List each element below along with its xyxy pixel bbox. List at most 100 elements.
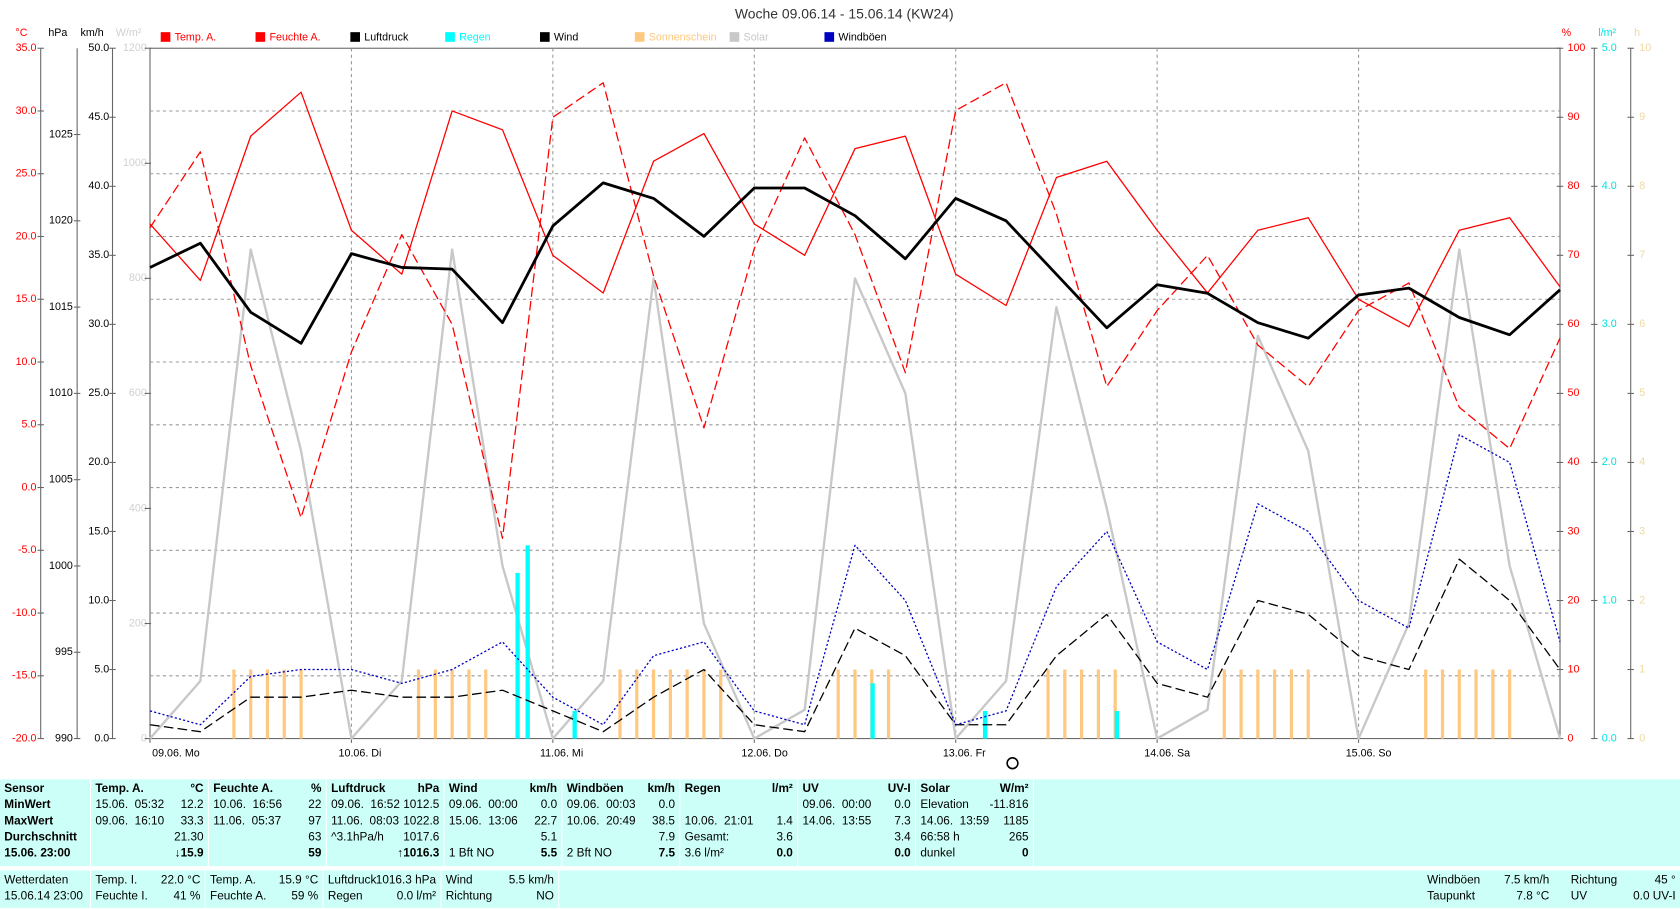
column-title: Luftdruck bbox=[331, 782, 386, 796]
column-unit: l/m² bbox=[771, 782, 793, 796]
header-row: Feuchte A.% bbox=[213, 781, 321, 797]
status-cell: Temp. I. 22.0 °C Feuchte I. 41 % bbox=[91, 870, 206, 908]
legend-label: Temp. A. bbox=[175, 31, 217, 43]
column-title: Regen bbox=[684, 782, 721, 796]
sunshine-bar bbox=[1256, 669, 1260, 739]
status-row: Temp. I. 22.0 °C bbox=[95, 873, 200, 889]
y-tick-label: 35.0 bbox=[88, 249, 109, 261]
table-row: dunkel 0 bbox=[920, 846, 1028, 862]
table-row: 63 bbox=[213, 830, 321, 846]
cell-label: 66:58 h bbox=[920, 830, 960, 844]
cell-label: Elevation bbox=[920, 798, 969, 812]
legend-swatch bbox=[634, 32, 645, 42]
cell-value: 21.30 bbox=[174, 830, 204, 844]
y-tick-label: 995 bbox=[55, 646, 73, 658]
column-title: Sensor bbox=[4, 782, 45, 796]
axis-unit: h bbox=[1634, 27, 1640, 39]
header-row: Luftdruck hPa bbox=[331, 781, 439, 797]
y-tick-label: 8 bbox=[1639, 180, 1645, 192]
cell-label: 09.06. 16:10 bbox=[95, 814, 165, 828]
y-tick-label: 6 bbox=[1639, 318, 1645, 330]
cell-label: 2 Bft NO bbox=[566, 846, 612, 860]
table-row: 0.0 bbox=[803, 846, 911, 862]
x-tick-label: 10.06. Di bbox=[339, 747, 382, 759]
table-column: Temp. A. °C 15.06. 05:32 12.2 09.06. 16:10 33… bbox=[91, 779, 209, 867]
table-row: 09.06. 00:00 0.0 bbox=[449, 798, 557, 814]
cell-label: 09.06. 00:00 bbox=[448, 798, 518, 812]
column-title: Temp. A. bbox=[95, 782, 144, 796]
sunshine-bar bbox=[635, 669, 639, 739]
y-tick-label: 45.0 bbox=[88, 111, 109, 123]
header-row: Wind km/h bbox=[449, 781, 557, 797]
y-tick-label: 800 bbox=[129, 272, 147, 284]
legend-label: Luftdruck bbox=[364, 31, 409, 43]
status-value: 41 % bbox=[173, 889, 201, 903]
y-tick-label: 15.0 bbox=[16, 293, 37, 305]
sunshine-bar bbox=[1046, 669, 1050, 739]
y-tick-label: 0 bbox=[1568, 732, 1574, 744]
sunshine-bar bbox=[265, 669, 270, 739]
sunshine-bar bbox=[1063, 669, 1067, 739]
y-tick-label: 20 bbox=[1568, 594, 1580, 606]
legend-swatch bbox=[824, 32, 835, 42]
cell-label: 09.06. 00:03 bbox=[566, 798, 636, 812]
y-tick-label: 4 bbox=[1639, 456, 1645, 468]
cell-value: 0.0 bbox=[540, 798, 558, 812]
table-row: 66:58 h 265 bbox=[920, 830, 1028, 846]
cell-value: 1012.5 bbox=[403, 798, 440, 812]
y-tick-label: 400 bbox=[129, 502, 147, 514]
x-tick-label: 13.06. Fr bbox=[943, 747, 986, 759]
cell-value: 12.2 bbox=[180, 798, 204, 812]
cell-value: 22.7 bbox=[534, 814, 558, 828]
y-tick-label: 60 bbox=[1568, 318, 1580, 330]
sunshine-bar bbox=[1457, 669, 1461, 739]
table-row: 2 Bft NO 7.5 bbox=[567, 846, 675, 862]
y-tick-label: 5.0 bbox=[94, 663, 109, 675]
sunshine-bar bbox=[467, 669, 471, 739]
y-tick-label: 1010 bbox=[49, 387, 73, 399]
column-title: Wind bbox=[448, 782, 478, 796]
table-row: 3.6 l/m² 0.0 bbox=[685, 846, 793, 862]
status-row: Richtung NO bbox=[446, 889, 554, 905]
cell-value: 59 bbox=[308, 846, 322, 860]
table-column: Sensor MinWert MaxWert Durchschnitt 15.06. 2… bbox=[0, 779, 92, 867]
table-row: MinWert bbox=[4, 798, 85, 814]
cell-label: 10.06. 21:01 bbox=[684, 814, 754, 828]
cell-value: 0.0 bbox=[894, 846, 911, 860]
y-tick-label: 40.0 bbox=[88, 180, 109, 192]
moon-phase bbox=[1006, 757, 1019, 770]
status-cell: Wind 5.5 km/h Richtung NO bbox=[441, 870, 560, 908]
cell-value: 7.5 bbox=[658, 846, 676, 860]
header-row: Regen l/m² bbox=[685, 781, 793, 797]
y-tick-label: 200 bbox=[129, 617, 147, 629]
status-label: Regen bbox=[327, 889, 363, 903]
y-tick-label: 10 bbox=[1568, 663, 1580, 675]
status-label: Richtung bbox=[445, 889, 493, 903]
cell-label: Gesamt: bbox=[684, 830, 730, 844]
status-row: Taupunkt 7.8 °C UV 0.0 UV-I bbox=[1427, 889, 1676, 905]
sunshine-bar bbox=[1508, 669, 1512, 739]
y-tick-label: 5.0 bbox=[1602, 42, 1617, 54]
table-column: Regen l/m² 10.06. 21:01 1.4 Gesamt: 3.6 3.6 l/… bbox=[680, 779, 799, 867]
cell-label: 11.06. 05:37 bbox=[213, 814, 282, 828]
cell-label: 10.06. 16:56 bbox=[213, 798, 283, 812]
table-row: ↑1016.3 bbox=[331, 846, 439, 862]
y-tick-label: 10 bbox=[1639, 42, 1651, 54]
y-tick-label: 1005 bbox=[49, 474, 73, 486]
y-tick-label: 3 bbox=[1639, 525, 1645, 537]
status-cell: Temp. A. 15.9 °C Feuchte A. 59 % bbox=[206, 870, 324, 908]
row-label: MinWert bbox=[4, 798, 51, 812]
sunshine-bar bbox=[886, 669, 891, 739]
cell-label: 11.06. 08:03 bbox=[331, 814, 400, 828]
y-tick-label: 40 bbox=[1568, 456, 1580, 468]
table-row: 09.06. 16:52 1012.5 bbox=[331, 798, 439, 814]
sunshine-bar bbox=[1222, 669, 1226, 739]
plot-frame bbox=[149, 47, 1561, 740]
rain-bar bbox=[870, 683, 875, 739]
cell-value: 0 bbox=[1022, 846, 1029, 860]
y-tick-label: -15.0 bbox=[12, 670, 36, 682]
sunshine-bar bbox=[282, 669, 286, 739]
status-value: 0.0 l/m² bbox=[396, 889, 437, 903]
legend-label: Windböen bbox=[838, 31, 886, 43]
